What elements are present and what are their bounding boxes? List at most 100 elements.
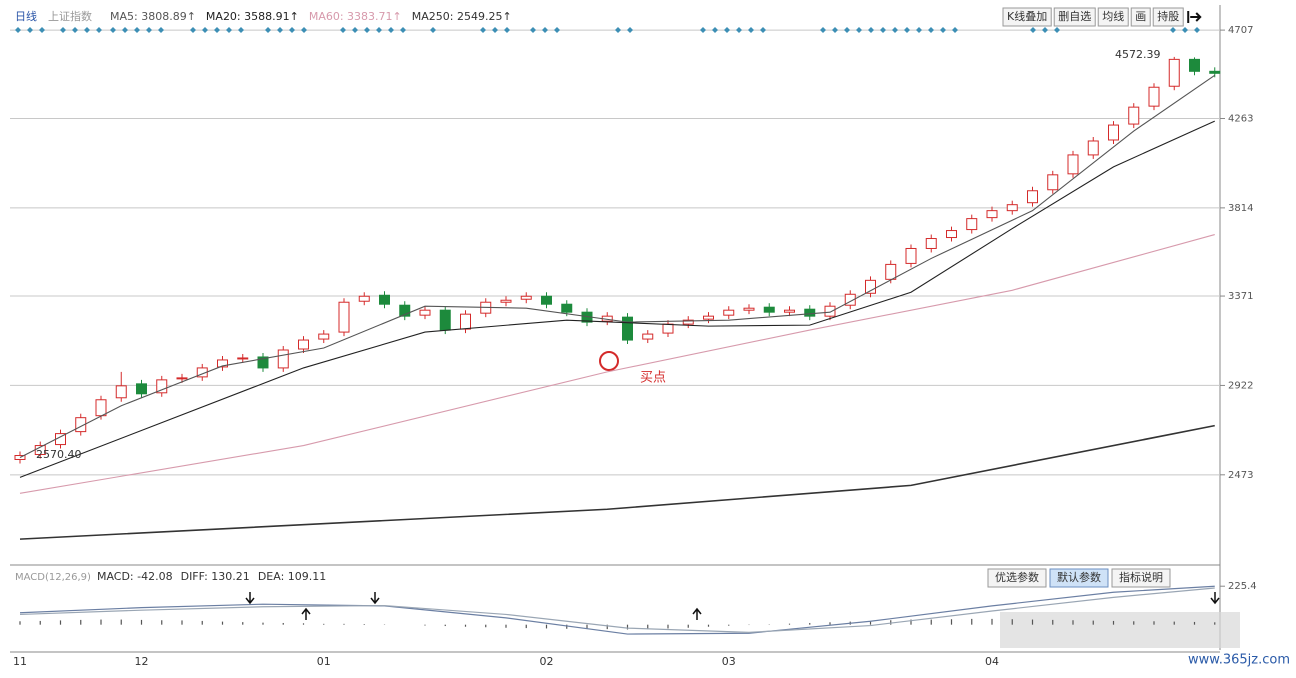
macd-bar [1174, 622, 1175, 625]
macd-bar [931, 620, 932, 625]
macd-bar [343, 624, 344, 625]
candle-body [299, 340, 309, 349]
y-tick-label: 3814 [1228, 203, 1253, 214]
macd-bar [465, 625, 466, 627]
candle-body [926, 239, 936, 249]
candle-body [825, 306, 835, 316]
legend-entry: DEA: 109.11 [258, 570, 326, 583]
y-tick-label: 3371 [1228, 291, 1253, 302]
candle-body [116, 386, 126, 398]
button-label: 优选参数 [995, 570, 1039, 584]
candle-body [278, 350, 288, 368]
macd-bar [991, 619, 992, 625]
legend-entry: MA5: 3808.89↑ [110, 10, 196, 23]
candle-body [96, 400, 106, 416]
blur-patch [1000, 612, 1240, 648]
period: 日线 [15, 9, 37, 23]
x-tick-label: 11 [13, 655, 27, 668]
candle-body [663, 324, 673, 333]
candle-body [643, 334, 653, 339]
macd-bar [667, 625, 668, 629]
indicator-button[interactable]: 默认参数 [1050, 569, 1108, 587]
macd-bar [526, 625, 527, 628]
macd-bar [627, 625, 628, 630]
y-tick-label: 2922 [1228, 380, 1253, 391]
x-tick-label: 01 [317, 655, 331, 668]
candle-body [238, 358, 248, 359]
indicator-button[interactable]: 优选参数 [988, 569, 1046, 587]
macd-bar [485, 625, 486, 628]
candle-body [359, 296, 369, 301]
macd-bar [1072, 620, 1073, 624]
candle-body [1028, 191, 1038, 203]
macd-bar [829, 622, 830, 624]
macd-bar [566, 625, 567, 629]
toolbar-button[interactable]: 画 [1131, 8, 1150, 26]
macd-bar [546, 625, 547, 629]
candle-body [420, 310, 430, 315]
macd-bar [789, 624, 790, 625]
macd-bar [890, 620, 891, 624]
macd-bar [505, 625, 506, 628]
macd-bar [1012, 619, 1013, 624]
candle-body [1007, 205, 1017, 211]
macd-bar [60, 620, 61, 624]
candle-body [319, 334, 329, 339]
button-label: K线叠加 [1007, 9, 1047, 23]
annotation: 2570.40 [36, 448, 82, 461]
toolbar-button[interactable]: 持股 [1153, 8, 1183, 26]
candle-body [542, 296, 552, 304]
macd-bar [323, 624, 324, 625]
macd-bar [1093, 621, 1094, 625]
candle-body [137, 384, 147, 394]
legend-entry: DIFF: 130.21 [181, 570, 250, 583]
candle-body [1048, 175, 1058, 190]
candle-body [440, 310, 450, 330]
macd-bar [951, 619, 952, 624]
candle-body [1109, 125, 1119, 140]
button-label: 默认参数 [1057, 570, 1101, 584]
watermark: www.365jz.com [1188, 653, 1290, 668]
x-tick-label: 04 [985, 655, 999, 668]
candle-body [987, 211, 997, 218]
legend-entry: MA250: 2549.25↑ [412, 10, 512, 23]
candle-body [1190, 59, 1200, 71]
candle-body [805, 309, 815, 316]
toolbar-button[interactable]: 均线 [1098, 8, 1128, 26]
macd-bar [222, 622, 223, 625]
macd-bar [1214, 622, 1215, 624]
toolbar-button[interactable]: 删自选 [1054, 8, 1095, 26]
candle-body [947, 231, 957, 238]
button-label: 删自选 [1058, 10, 1091, 23]
macd-bar [445, 625, 446, 626]
macd-bar [1153, 621, 1154, 624]
macd-bar [1032, 620, 1033, 625]
macd-bar [161, 620, 162, 624]
legend-entry: MA20: 3588.91↑ [206, 10, 299, 23]
candle-body [785, 310, 795, 312]
x-tick-label: 02 [540, 655, 554, 668]
annotation: 买点 [640, 371, 666, 386]
x-tick-label: 03 [722, 655, 736, 668]
candle-body [562, 304, 572, 312]
button-label: 持股 [1157, 9, 1179, 23]
candle-body [623, 317, 633, 340]
indicator-button[interactable]: 指标说明 [1112, 569, 1170, 587]
macd-bar [1194, 622, 1195, 625]
candle-body [501, 300, 511, 302]
candle-body [1088, 141, 1098, 155]
toolbar-button[interactable]: K线叠加 [1003, 8, 1051, 26]
macd-bar [242, 622, 243, 625]
candle-body [906, 248, 916, 263]
annotation: 4572.39 [1115, 48, 1161, 61]
macd-bar [283, 623, 284, 625]
candle-body [967, 219, 977, 230]
macd-bar [971, 619, 972, 625]
candle-body [1169, 59, 1179, 86]
macd-bar [688, 625, 689, 628]
macd-bar [19, 621, 20, 624]
macd-bar [40, 621, 41, 625]
candle-body [724, 310, 734, 315]
candle-body [1210, 71, 1220, 73]
